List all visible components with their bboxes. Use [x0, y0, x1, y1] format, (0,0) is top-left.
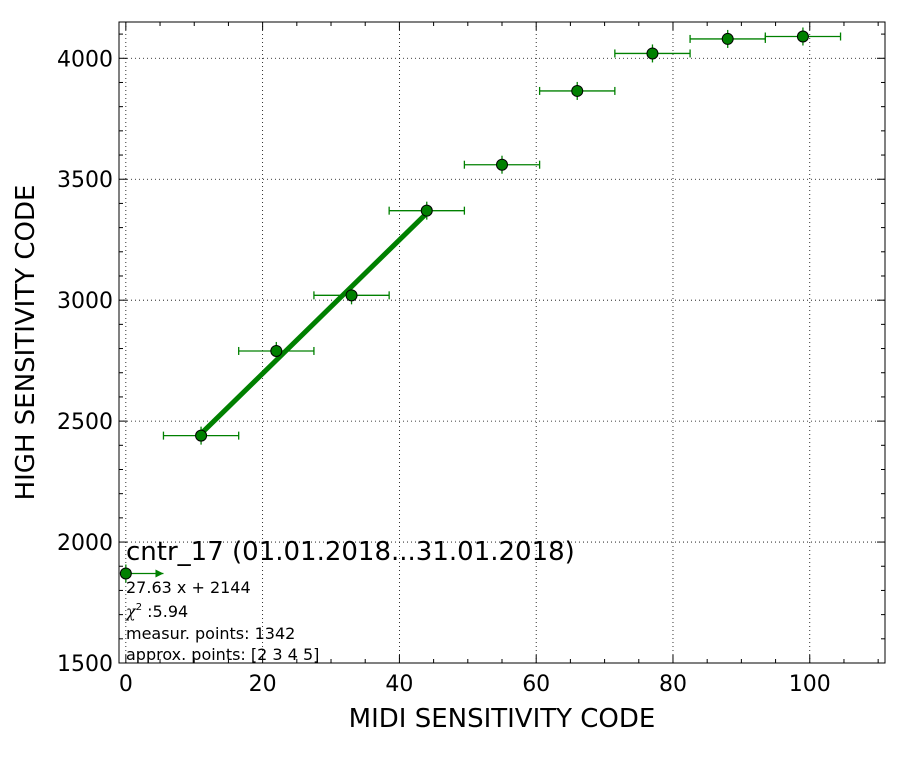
point-marker [119, 567, 132, 580]
data-points [119, 27, 842, 583]
point-marker [721, 32, 734, 45]
point-marker [420, 204, 433, 217]
data-point [162, 426, 240, 445]
point-marker [345, 289, 358, 302]
annotation-chi-square: χ2 :5.94 [125, 602, 188, 621]
y-tick-label: 3500 [57, 168, 113, 193]
point-marker [796, 30, 809, 43]
data-point [538, 81, 616, 100]
data-point [313, 286, 390, 305]
error-arrow-head [155, 569, 164, 578]
fit-line-group [199, 211, 429, 436]
y-tick-label: 2000 [57, 531, 113, 556]
chi-superscript: 2 [136, 602, 142, 613]
point-marker [496, 158, 508, 171]
data-point [119, 564, 164, 583]
data-point [463, 155, 541, 174]
x-tick-label: 0 [119, 672, 133, 697]
x-tick-label: 100 [789, 672, 831, 697]
y-tick-label: 3000 [57, 289, 113, 314]
y-axis-label: HIGH SENSITIVITY CODE [11, 185, 41, 501]
fit-line [199, 211, 429, 436]
data-point [614, 44, 691, 63]
point-marker [571, 84, 584, 97]
x-tick-label: 20 [249, 672, 277, 697]
data-point [764, 27, 842, 46]
data-point [388, 201, 466, 220]
annotation-measur-points: measur. points: 1342 [126, 624, 295, 643]
annotation-approx-points: approx. points: [2 3 4 5] [126, 645, 319, 664]
y-tick-label: 2500 [57, 410, 113, 435]
y-tick-label: 4000 [57, 47, 113, 72]
annotation-box: cntr_17 (01.01.2018...31.01.2018) 27.63 … [125, 537, 575, 664]
point-marker [195, 429, 208, 442]
point-marker [270, 344, 283, 357]
x-tick-label: 60 [522, 672, 550, 697]
data-point [238, 341, 315, 360]
data-point [689, 29, 766, 48]
annotation-title: cntr_17 (01.01.2018...31.01.2018) [126, 537, 575, 567]
x-axis-label: MIDI SENSITIVITY CODE [349, 704, 656, 734]
x-tick-label: 40 [385, 672, 413, 697]
y-tick-label: 1500 [57, 652, 113, 677]
annotation-equation: 27.63 x + 2144 [126, 578, 251, 597]
grid [119, 22, 885, 664]
x-tick-label: 80 [659, 672, 687, 697]
point-marker [646, 47, 659, 60]
axis-ticks: 0 20 40 60 80 100 1500 2000 2500 3000 3500 4000 [57, 22, 885, 697]
chi-symbol: χ [125, 602, 137, 621]
chi-value: :5.94 [142, 602, 188, 621]
